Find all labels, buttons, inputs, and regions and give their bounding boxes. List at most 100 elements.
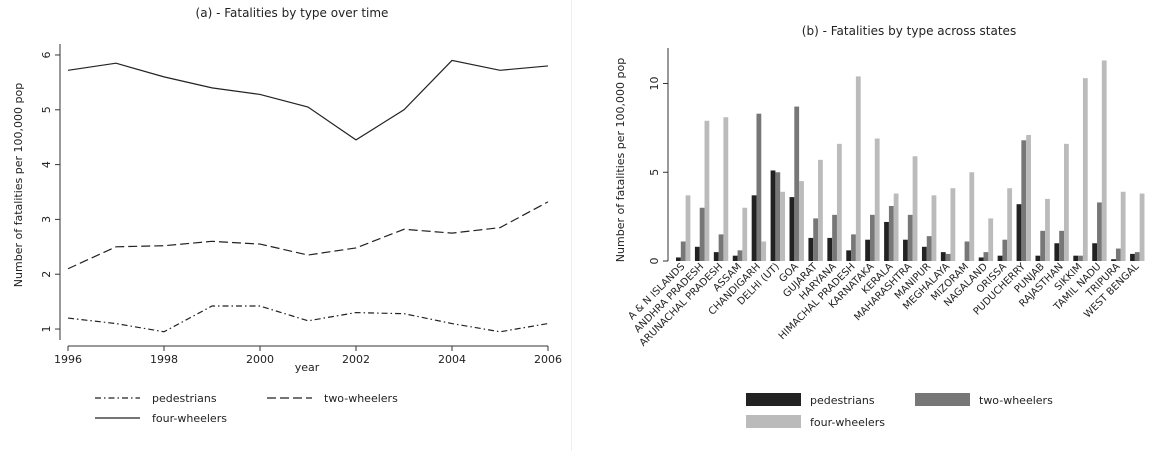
bar-pedestrians [846, 250, 852, 261]
bar-chart: (b) - Fatalities by type across states N… [614, 24, 1145, 429]
bar-two-wheelers [794, 106, 800, 261]
y-tick-label: 5 [40, 106, 53, 113]
bar-four-wheelers [1101, 60, 1107, 261]
bar-four-wheelers [1082, 78, 1088, 261]
bar-pedestrians [865, 239, 870, 261]
bar-pedestrians [827, 237, 833, 261]
y-tick-label: 5 [648, 169, 661, 176]
bar-two-wheelers [1097, 202, 1102, 261]
chart-a-y-axis-label: Number of fatalities per 100,000 pop [12, 83, 25, 287]
bar-four-wheelers [723, 117, 729, 261]
bar-pedestrians [1092, 243, 1098, 261]
bar-four-wheelers [988, 218, 994, 261]
bar-pedestrians [1111, 259, 1116, 261]
bar-four-wheelers [950, 188, 956, 261]
bar-pedestrians [732, 255, 738, 261]
line-chart: (a) - Fatalities by type over time Numbe… [12, 6, 562, 425]
y-tick-label: 4 [40, 161, 53, 168]
bar-two-wheelers [756, 113, 762, 261]
bar-pedestrians [978, 257, 984, 261]
bar-pedestrians [808, 237, 814, 261]
bar-four-wheelers [761, 241, 767, 261]
bar-two-wheelers [926, 236, 932, 261]
legend-label-two-wheelers: two-wheelers [324, 392, 398, 405]
x-tick-label: 2004 [438, 353, 466, 366]
y-tick-label: 0 [648, 258, 661, 265]
bar-two-wheelers [870, 214, 875, 261]
chart-b-y-axis-label: Number of fatalities per 100,000 pop [614, 58, 627, 262]
chart-b-title: (b) - Fatalities by type across states [802, 24, 1016, 38]
bar-two-wheelers [1059, 230, 1064, 261]
bar-two-wheelers [983, 252, 989, 261]
bar-four-wheelers [742, 207, 748, 261]
series-line-four-wheelers [67, 59, 549, 141]
legend-swatch-two-wheelers [915, 393, 970, 406]
bar-pedestrians [903, 239, 908, 261]
chart-a-title: (a) - Fatalities by type over time [196, 6, 389, 20]
bar-two-wheelers [1002, 239, 1008, 261]
legend-swatch-pedestrians [746, 393, 801, 406]
legend-label-pedestrians: pedestrians [810, 394, 875, 407]
bar-two-wheelers [945, 253, 951, 261]
bar-four-wheelers [799, 181, 804, 261]
bar-four-wheelers [855, 76, 861, 262]
panel-b-bar-chart: (b) - Fatalities by type across states N… [572, 0, 1159, 451]
bar-pedestrians [676, 257, 681, 261]
x-tick-label: 1996 [54, 353, 82, 366]
bar-two-wheelers [1115, 248, 1121, 261]
bar-pedestrians [1130, 253, 1135, 261]
bar-pedestrians [884, 221, 889, 261]
bar-pedestrians [770, 170, 776, 261]
bar-two-wheelers [832, 214, 837, 261]
x-tick-label: 2000 [246, 353, 274, 366]
y-tick-label: 6 [40, 51, 53, 58]
x-tick-label: 2002 [342, 353, 370, 366]
bar-four-wheelers [1045, 198, 1050, 261]
bar-four-wheelers [1120, 191, 1126, 261]
bar-two-wheelers [775, 172, 781, 261]
bar-two-wheelers [699, 207, 705, 261]
bar-pedestrians [1016, 204, 1022, 261]
panel-divider [571, 0, 572, 451]
bar-four-wheelers [704, 120, 710, 262]
bar-two-wheelers [1134, 252, 1140, 261]
bar-four-wheelers [931, 195, 937, 261]
bar-four-wheelers [874, 138, 880, 261]
bar-four-wheelers [912, 156, 918, 261]
bar-pedestrians [1073, 255, 1079, 261]
legend-label-four-wheelers: four-wheelers [152, 412, 227, 425]
panel-a-line-chart: (a) - Fatalities by type over time Numbe… [0, 0, 572, 451]
legend-label-four-wheelers: four-wheelers [810, 416, 885, 429]
legend-swatch-four-wheelers [746, 415, 801, 428]
chart-a-x-axis-label: year [295, 361, 320, 374]
legend-label-pedestrians: pedestrians [152, 392, 217, 405]
bar-pedestrians [921, 246, 927, 261]
bar-two-wheelers [718, 234, 724, 261]
bar-two-wheelers [888, 205, 894, 261]
bar-two-wheelers [1021, 140, 1027, 261]
bar-two-wheelers [851, 234, 856, 261]
y-tick-label: 10 [648, 77, 661, 91]
x-tick-label: 2006 [534, 353, 562, 366]
bar-four-wheelers [969, 172, 975, 261]
bar-pedestrians [940, 252, 946, 261]
series-line-pedestrians [67, 305, 549, 333]
bar-four-wheelers [780, 191, 785, 261]
series-line-two-wheelers [67, 201, 549, 270]
bar-pedestrians [1054, 243, 1060, 261]
legend-label-two-wheelers: two-wheelers [979, 394, 1053, 407]
bar-two-wheelers [1078, 255, 1083, 261]
bar-two-wheelers [680, 241, 686, 261]
bar-two-wheelers [907, 214, 913, 261]
bar-two-wheelers [737, 250, 743, 261]
bar-four-wheelers [1007, 188, 1013, 261]
bar-four-wheelers [1026, 134, 1031, 261]
y-tick-label: 2 [40, 271, 53, 278]
x-tick-label: 1998 [150, 353, 178, 366]
y-tick-label: 3 [40, 216, 53, 223]
bar-pedestrians [713, 252, 719, 261]
bar-four-wheelers [685, 195, 691, 261]
bar-two-wheelers [964, 241, 970, 261]
y-tick-label: 1 [40, 326, 53, 333]
bar-four-wheelers [893, 193, 899, 261]
